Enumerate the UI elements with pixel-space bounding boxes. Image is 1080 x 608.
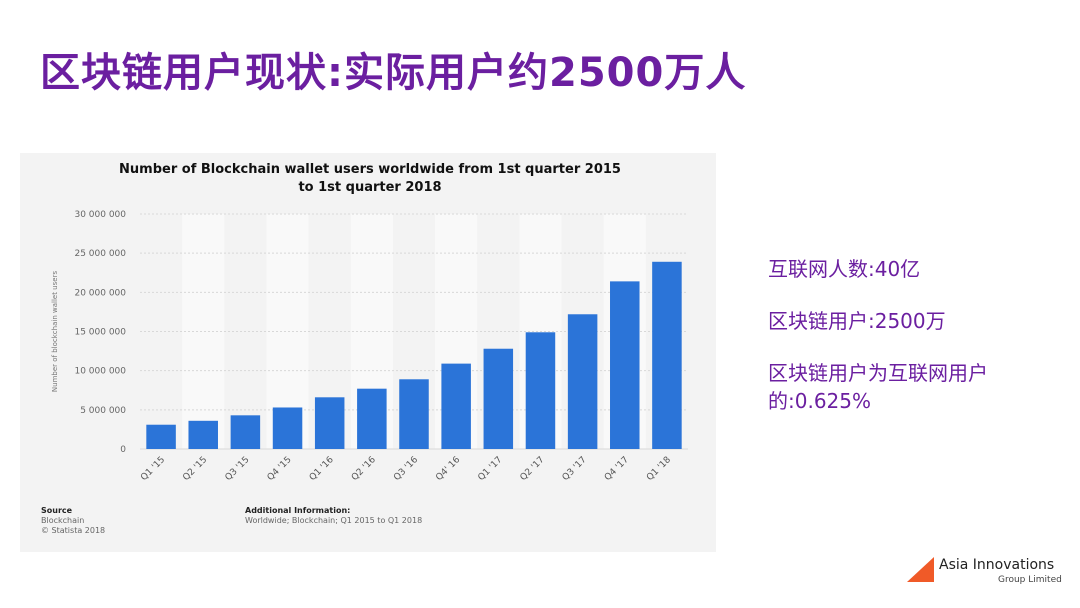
logo-subtitle: Group Limited: [998, 575, 1062, 585]
source-heading: Source: [41, 506, 73, 515]
y-tick-label: 0: [120, 445, 126, 455]
y-tick-label: 15 000 000: [74, 328, 126, 338]
bar: [610, 281, 640, 449]
side-notes: 互联网人数:40亿 区块链用户:2500万 区块链用户为互联网用户的:0.625…: [768, 255, 1048, 439]
bar: [483, 348, 514, 449]
bar: [567, 314, 598, 449]
x-tick-label: Q1 '17: [476, 455, 504, 483]
bar: [441, 363, 471, 449]
bar: [357, 388, 387, 449]
chart-title: Number of Blockchain wallet users worldw…: [70, 161, 670, 197]
info-heading: Additional Information:: [245, 506, 351, 515]
chart-source: Source Blockchain © Statista 2018: [41, 506, 105, 536]
bar: [230, 415, 261, 449]
y-tick-label: 25 000 000: [74, 249, 126, 259]
y-tick-label: 10 000 000: [74, 367, 126, 377]
info-text: Worldwide; Blockchain; Q1 2015 to Q1 201…: [245, 516, 423, 525]
chart-title-line-1: Number of Blockchain wallet users worldw…: [119, 162, 621, 177]
y-tick-label: 30 000 000: [74, 210, 126, 220]
x-tick-label: Q2 '17: [519, 455, 547, 483]
logo-name: Asia Innovations: [939, 557, 1055, 573]
bar: [188, 420, 218, 449]
slide-title: 区块链用户现状:实际用户约2500万人: [40, 50, 747, 96]
bar-chart: 0 5 000 000 10 000 000 15 000 000 20 000 000…: [51, 210, 688, 483]
chart-additional-info: Additional Information: Worldwide; Block…: [245, 506, 422, 526]
x-tick-label: Q2 '16: [350, 455, 378, 483]
x-tick-label: Q2 '15: [181, 455, 209, 483]
source-line-2: © Statista 2018: [41, 526, 106, 535]
chart-title-line-2: to 1st quarter 2018: [298, 180, 442, 195]
x-tick-label: Q4 '15: [266, 455, 294, 483]
x-tick-label: Q3 '15: [223, 455, 251, 483]
y-axis-label: Number of blockchain wallet users: [51, 271, 59, 393]
y-tick-label: 20 000 000: [74, 288, 126, 298]
bar: [399, 379, 429, 449]
bar: [525, 332, 556, 449]
source-line-1: Blockchain: [41, 516, 85, 525]
x-tick-label: Q4' 16: [434, 455, 462, 483]
chart-panel: Number of Blockchain wallet users worldw…: [20, 153, 716, 552]
bar: [272, 407, 303, 449]
note-internet-users: 互联网人数:40亿: [768, 257, 921, 281]
x-tick-label: Q1 '16: [308, 455, 336, 483]
bar: [652, 261, 682, 449]
x-tick-label: Q4 '17: [603, 455, 631, 483]
logo-triangle-icon: [907, 557, 934, 582]
note-blockchain-share: 区块链用户为互联网用户的:0.625%: [768, 361, 988, 413]
company-logo: Asia Innovations Group Limited: [906, 555, 1066, 595]
x-tick-label: Q1 '15: [139, 455, 167, 483]
x-tick-label: Q3 '17: [561, 455, 589, 483]
bar: [146, 424, 176, 449]
x-tick-label: Q1 '18: [645, 455, 673, 483]
bar: [314, 397, 345, 449]
y-tick-label: 5 000 000: [80, 406, 126, 416]
note-blockchain-users: 区块链用户:2500万: [768, 309, 946, 333]
x-tick-label: Q3 '16: [392, 455, 420, 483]
